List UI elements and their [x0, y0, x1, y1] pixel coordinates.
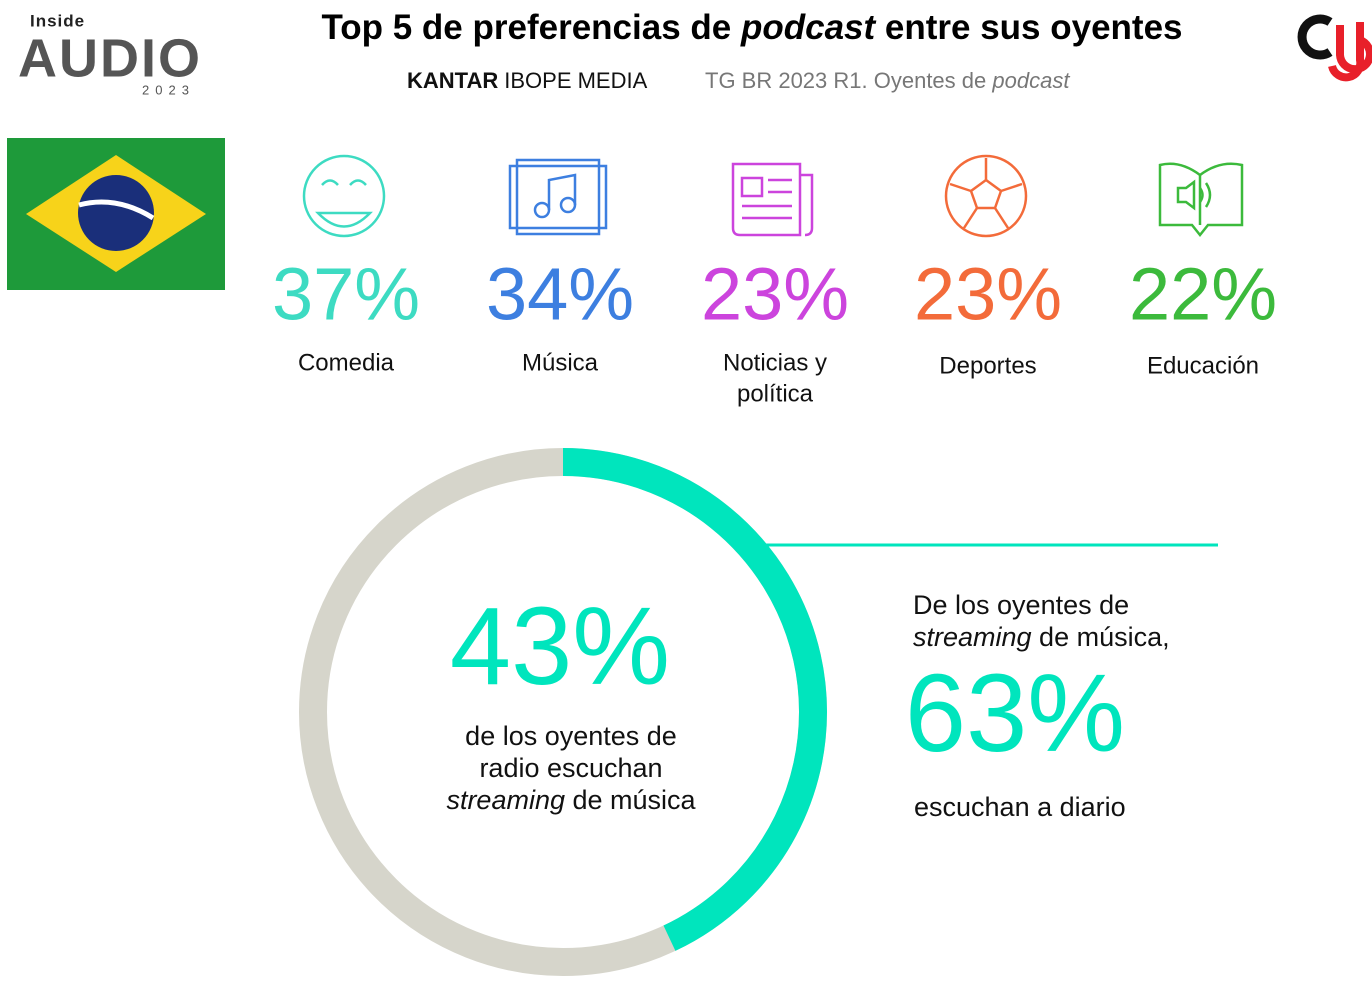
categories: 37% Comedia 34% Música 23% Noticias y política… — [272, 253, 1277, 408]
logo-big: AUDIO — [18, 28, 202, 88]
category-label: Educación — [1147, 352, 1259, 379]
source: TG BR 2023 R1. Oyentes de podcast — [705, 68, 1070, 93]
category-value: 22% — [1129, 253, 1277, 336]
note-text: streaming de música, — [913, 622, 1170, 652]
donut-text: radio escuchan — [479, 753, 662, 783]
corner-logo — [1297, 14, 1372, 82]
category-value: 37% — [272, 253, 420, 336]
donut-text: streaming de música — [446, 785, 696, 815]
donut-arc — [562, 448, 827, 951]
donut-text: de los oyentes de — [465, 721, 677, 751]
icons — [302, 154, 1244, 238]
logo-year: 2023 — [142, 82, 195, 97]
category-label: Deportes — [939, 352, 1036, 379]
note-value: 63% — [905, 652, 1125, 775]
category-label: Comedia — [298, 349, 395, 376]
category-label: Música — [522, 349, 599, 376]
category-label: Noticias y — [723, 349, 827, 376]
brazil-flag — [7, 138, 225, 290]
category-value: 34% — [486, 253, 634, 336]
logo-small: Inside — [30, 11, 85, 30]
category-value: 23% — [701, 253, 849, 336]
category-value: 23% — [914, 253, 1062, 336]
note-text: De los oyentes de — [913, 590, 1129, 620]
note-text: escuchan a diario — [914, 792, 1126, 822]
donut-value: 43% — [450, 585, 670, 708]
category-label: política — [737, 380, 814, 407]
title: Top 5 de preferencias de podcast entre s… — [321, 8, 1182, 47]
brand: KANTAR IBOPE MEDIA — [407, 68, 648, 93]
